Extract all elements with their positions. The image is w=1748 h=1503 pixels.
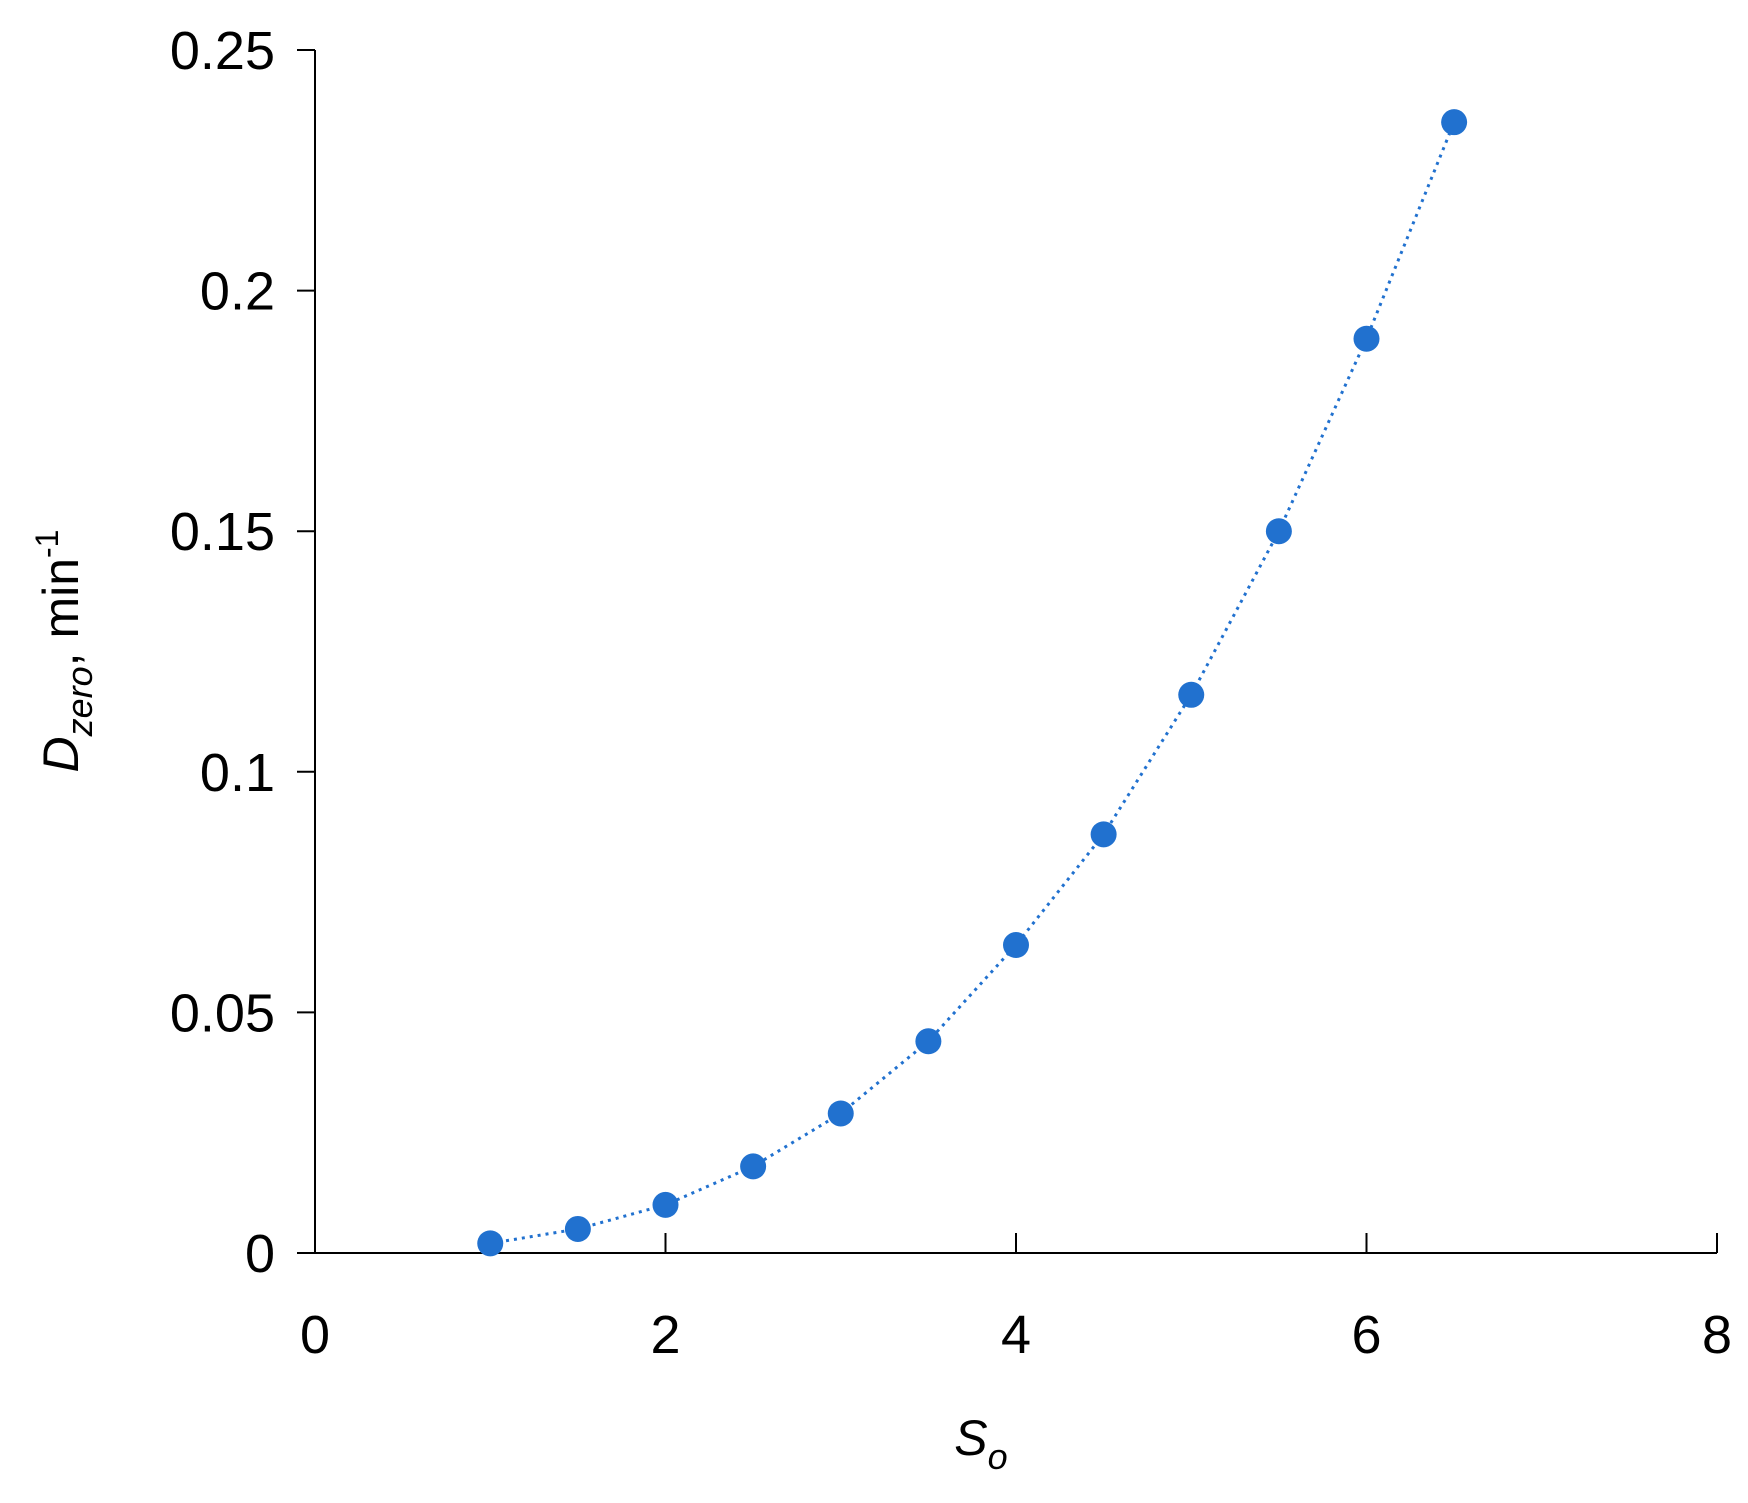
x-title-sub: o xyxy=(988,1436,1008,1477)
data-point xyxy=(652,1191,679,1218)
data-point xyxy=(915,1028,942,1055)
data-point xyxy=(477,1230,504,1257)
y-tick-label: 0.25 xyxy=(170,21,275,81)
x-tick-label: 2 xyxy=(650,1305,680,1365)
series-line xyxy=(490,121,1456,1245)
data-point xyxy=(1178,681,1205,708)
y-tick-label: 0.05 xyxy=(170,983,275,1043)
y-title-sub: zero xyxy=(59,666,100,737)
y-axis-title: Dzero, min-1 xyxy=(29,530,100,773)
y-tick-label: 0.1 xyxy=(200,743,275,803)
data-point xyxy=(740,1153,767,1180)
x-title-main: S xyxy=(954,1410,987,1466)
x-tick-label: 6 xyxy=(1351,1305,1381,1365)
y-title-rest: , min xyxy=(33,558,89,666)
x-tick-label: 8 xyxy=(1702,1305,1732,1365)
x-axis-title: So xyxy=(954,1410,1007,1477)
x-tick-label: 4 xyxy=(1001,1305,1031,1365)
y-title-sup: -1 xyxy=(29,530,65,558)
y-tick-label: 0.2 xyxy=(200,262,275,322)
y-tick-label: 0 xyxy=(245,1224,275,1284)
data-point xyxy=(1441,109,1468,136)
x-tick-label: 0 xyxy=(300,1305,330,1365)
y-tick-label: 0.15 xyxy=(170,502,275,562)
data-point xyxy=(1353,325,1380,352)
data-point xyxy=(827,1100,854,1127)
data-point xyxy=(1265,518,1292,545)
y-title-main: D xyxy=(33,736,89,772)
data-point xyxy=(1090,821,1117,848)
data-point xyxy=(564,1215,591,1242)
data-point xyxy=(1003,932,1029,959)
